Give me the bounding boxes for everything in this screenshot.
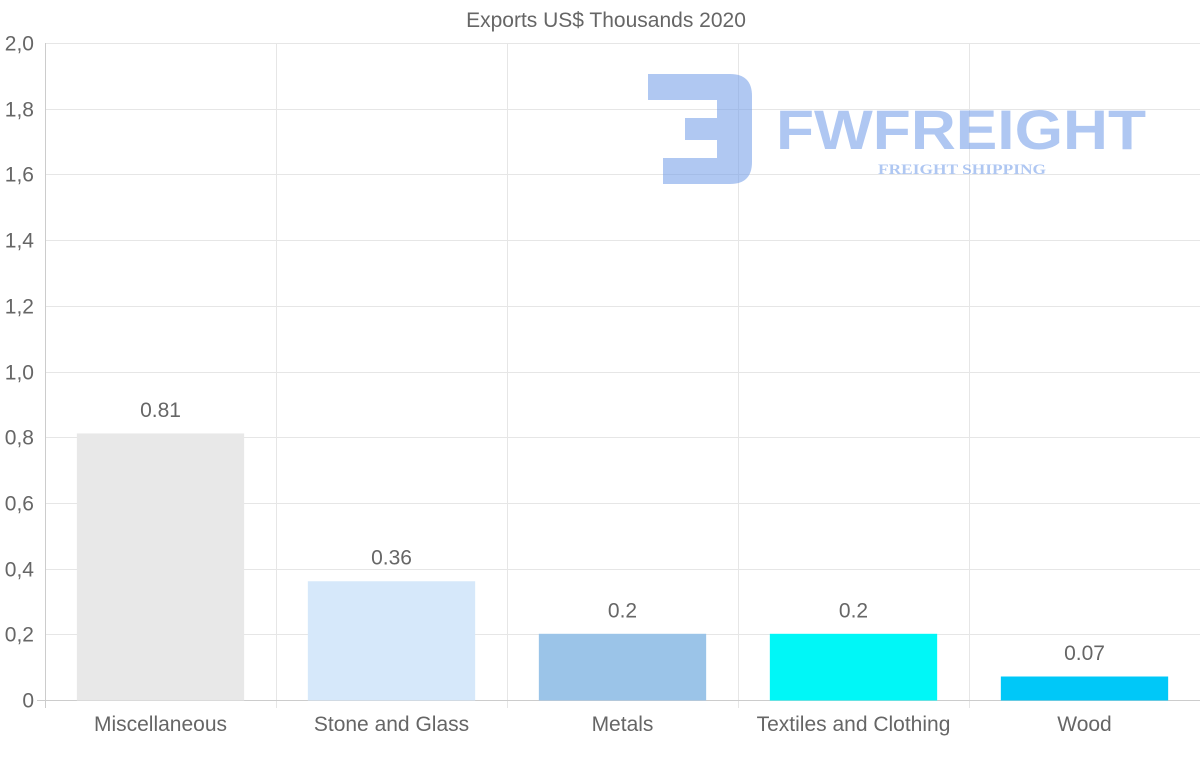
data-label: 0.2 [608,599,637,622]
y-tick-label: 0,8 [5,427,34,450]
watermark-logo-mark [648,74,752,184]
y-tick-label: 1,6 [5,164,34,187]
y-tick-label: 0,4 [5,559,35,582]
y-tick-label: 1,0 [5,362,34,385]
watermark-tagline: FREIGHT SHIPPING [878,162,1046,178]
y-tick-label: 1,4 [5,230,35,253]
grid-layer [45,43,1200,708]
bar [307,581,476,701]
x-category-label: Stone and Glass [314,713,469,736]
y-tick-label: 0,6 [5,493,34,516]
data-label: 0.2 [839,599,868,622]
bar-layer [76,433,1169,701]
watermark-brand: FWFREIGHT [776,98,1146,161]
data-labels: 0.81 0.36 0.2 0.2 0.07 [140,399,1105,665]
data-label: 0.07 [1064,642,1105,665]
data-label: 0.36 [371,547,412,570]
x-category-label: Wood [1057,713,1111,736]
y-tick-label: 0 [22,690,34,713]
chart-title: Exports US$ Thousands 2020 [466,9,746,32]
watermark: FWFREIGHT FREIGHT SHIPPING [648,74,1146,184]
bar [769,633,938,701]
x-category-label: Metals [592,713,654,736]
bar [538,633,707,701]
x-category-label: Miscellaneous [94,713,227,736]
y-tick-label: 1,8 [5,99,34,122]
x-axis-categories: Miscellaneous Stone and Glass Metals Textil… [94,713,1112,736]
y-tick-label: 2,0 [5,33,34,56]
bar [76,433,245,701]
y-axis-ticks: 0 0,2 0,4 0,6 0,8 1,0 1,2 1,4 1,6 1,8 2,0 [5,33,35,713]
y-tick-label: 0,2 [5,624,34,647]
y-tick-label: 1,2 [5,296,34,319]
x-category-label: Textiles and Clothing [757,713,951,736]
bar [1000,676,1169,701]
data-label: 0.81 [140,399,181,422]
